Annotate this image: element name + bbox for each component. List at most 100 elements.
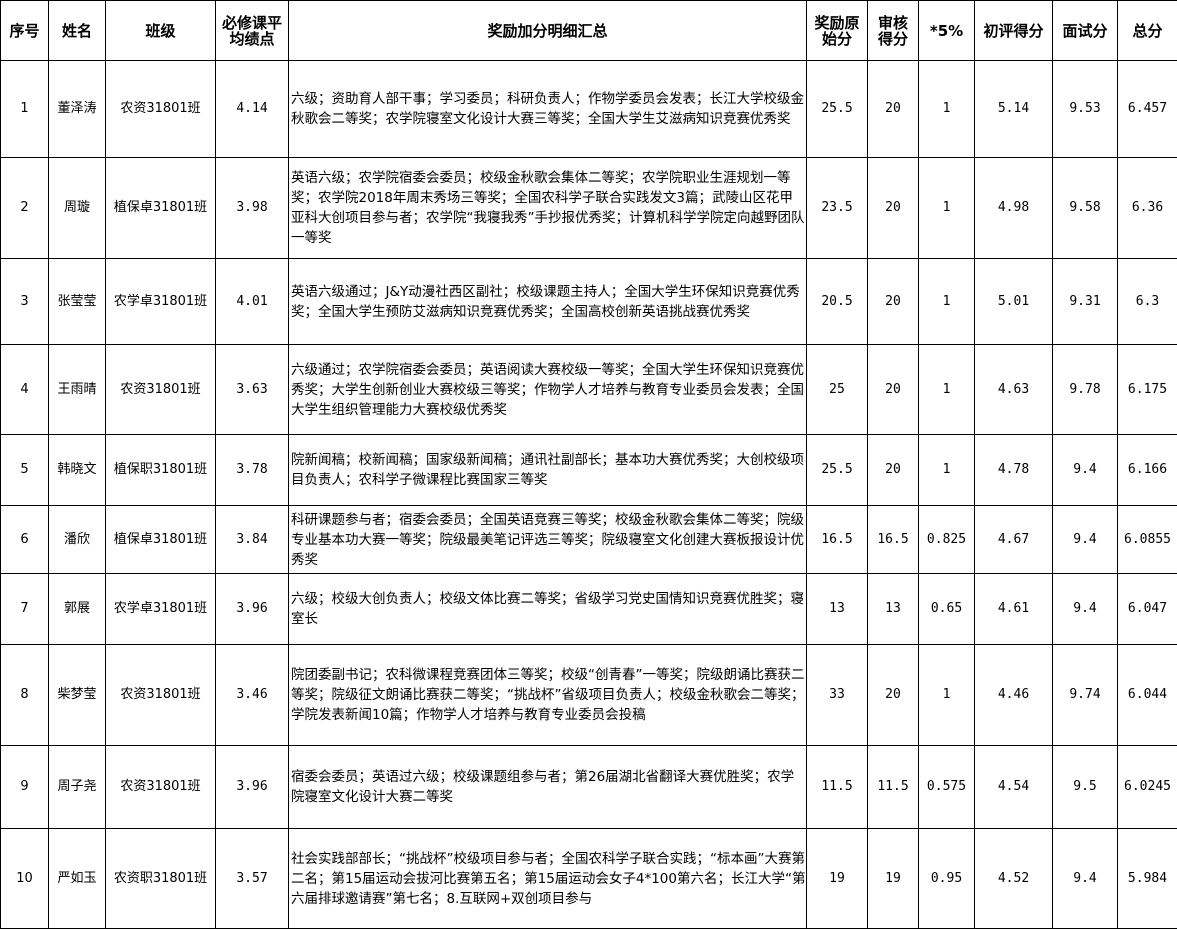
cell-gpa: 3.84 (215, 505, 289, 574)
header-pct: *5% (918, 0, 975, 61)
cell-raw: 25.5 (806, 60, 868, 158)
cell-interview: 9.5 (1052, 745, 1118, 829)
cell-detail: 宿委会委员；英语过六级；校级课题组参与者；第26届湖北省翻译大赛优胜奖；农学院寝… (288, 745, 807, 829)
cell-class: 植保卓31801班 (105, 505, 216, 574)
cell-audit: 20 (867, 157, 919, 259)
cell-name: 张莹莹 (48, 258, 106, 345)
cell-total: 6.166 (1117, 434, 1177, 506)
cell-raw: 25 (806, 344, 868, 435)
table-row: 4 王雨晴 农资31801班 3.63 六级通过；农学院宿委会委员；英语阅读大赛校级一等… (0, 344, 1177, 435)
cell-pct: 0.65 (918, 573, 975, 645)
table-row: 7 郭展 农学卓31801班 3.96 六级；校级大创负责人；校级文体比赛二等奖；省级学… (0, 573, 1177, 645)
table-row: 9 周子尧 农资31801班 3.96 宿委会委员；英语过六级；校级课题组参与者；第26… (0, 745, 1177, 829)
table-row: 6 潘欣 植保卓31801班 3.84 科研课题参与者；宿委会委员；全国英语竞赛三等奖；… (0, 505, 1177, 574)
cell-audit: 20 (867, 344, 919, 435)
cell-raw: 25.5 (806, 434, 868, 506)
cell-no: 2 (0, 157, 49, 259)
cell-detail: 社会实践部部长；“挑战杯”校级项目参与者；全国农科学子联合实践；“标本画”大赛第… (288, 828, 807, 929)
cell-name: 潘欣 (48, 505, 106, 574)
header-audit: 审核得分 (867, 0, 919, 61)
cell-audit: 20 (867, 60, 919, 158)
cell-interview: 9.58 (1052, 157, 1118, 259)
cell-pct: 1 (918, 157, 975, 259)
cell-name: 周子尧 (48, 745, 106, 829)
cell-pct: 1 (918, 258, 975, 345)
cell-raw: 11.5 (806, 745, 868, 829)
cell-pct: 0.575 (918, 745, 975, 829)
table-row: 2 周璇 植保卓31801班 3.98 英语六级；农学院宿委会委员；校级金秋歌会集体二等… (0, 157, 1177, 259)
cell-interview: 9.78 (1052, 344, 1118, 435)
cell-detail: 英语六级；农学院宿委会委员；校级金秋歌会集体二等奖；农学院职业生涯规划一等奖；农… (288, 157, 807, 259)
header-name: 姓名 (48, 0, 106, 61)
header-initial: 初评得分 (974, 0, 1053, 61)
cell-class: 植保职31801班 (105, 434, 216, 506)
cell-audit: 16.5 (867, 505, 919, 574)
table-row: 8 柴梦莹 农资31801班 3.46 院团委副书记；农科微课程竞赛团体三等奖；校级“创… (0, 644, 1177, 746)
cell-interview: 9.31 (1052, 258, 1118, 345)
cell-audit: 19 (867, 828, 919, 929)
cell-interview: 9.4 (1052, 434, 1118, 506)
table-row: 5 韩晓文 植保职31801班 3.78 院新闻稿；校新闻稿；国家级新闻稿；通讯社副部长… (0, 434, 1177, 506)
header-detail: 奖励加分明细汇总 (288, 0, 807, 61)
cell-total: 6.175 (1117, 344, 1177, 435)
cell-name: 王雨晴 (48, 344, 106, 435)
cell-raw: 13 (806, 573, 868, 645)
cell-pct: 0.95 (918, 828, 975, 929)
cell-gpa: 3.98 (215, 157, 289, 259)
header-interview: 面试分 (1052, 0, 1118, 61)
header-class: 班级 (105, 0, 216, 61)
cell-initial: 4.67 (974, 505, 1053, 574)
table-row: 1 董泽涛 农资31801班 4.14 六级；资助育人部干事；学习委员；科研负责人；作物… (0, 60, 1177, 158)
cell-detail: 科研课题参与者；宿委会委员；全国英语竞赛三等奖；校级金秋歌会集体二等奖；院级专业… (288, 505, 807, 574)
cell-initial: 4.63 (974, 344, 1053, 435)
cell-audit: 20 (867, 434, 919, 506)
cell-pct: 1 (918, 344, 975, 435)
cell-no: 5 (0, 434, 49, 506)
cell-name: 周璇 (48, 157, 106, 259)
cell-gpa: 3.46 (215, 644, 289, 746)
cell-total: 6.3 (1117, 258, 1177, 345)
cell-class: 农资职31801班 (105, 828, 216, 929)
header-gpa: 必修课平均绩点 (215, 0, 289, 61)
table-row: 3 张莹莹 农学卓31801班 4.01 英语六级通过；J&Y动漫社西区副社；校级课题主… (0, 258, 1177, 345)
cell-raw: 20.5 (806, 258, 868, 345)
cell-total: 6.457 (1117, 60, 1177, 158)
cell-raw: 23.5 (806, 157, 868, 259)
cell-detail: 六级；校级大创负责人；校级文体比赛二等奖；省级学习党史国情知识竞赛优胜奖；寝室长 (288, 573, 807, 645)
cell-total: 6.047 (1117, 573, 1177, 645)
cell-no: 10 (0, 828, 49, 929)
cell-total: 5.984 (1117, 828, 1177, 929)
cell-interview: 9.4 (1052, 573, 1118, 645)
cell-pct: 1 (918, 434, 975, 506)
cell-no: 4 (0, 344, 49, 435)
cell-audit: 11.5 (867, 745, 919, 829)
cell-initial: 4.78 (974, 434, 1053, 506)
cell-class: 农资31801班 (105, 60, 216, 158)
cell-name: 严如玉 (48, 828, 106, 929)
cell-gpa: 3.96 (215, 745, 289, 829)
cell-detail: 院新闻稿；校新闻稿；国家级新闻稿；通讯社副部长；基本功大赛优秀奖；大创校级项目负… (288, 434, 807, 506)
cell-total: 6.0245 (1117, 745, 1177, 829)
cell-initial: 4.61 (974, 573, 1053, 645)
header-no: 序号 (0, 0, 49, 61)
cell-no: 9 (0, 745, 49, 829)
cell-class: 农资31801班 (105, 745, 216, 829)
cell-gpa: 3.96 (215, 573, 289, 645)
cell-initial: 4.54 (974, 745, 1053, 829)
cell-class: 植保卓31801班 (105, 157, 216, 259)
cell-detail: 六级通过；农学院宿委会委员；英语阅读大赛校级一等奖；全国大学生环保知识竞赛优秀奖… (288, 344, 807, 435)
header-row: 序号 姓名 班级 必修课平均绩点 奖励加分明细汇总 奖励原始分 审核得分 *5%… (0, 0, 1177, 61)
cell-no: 8 (0, 644, 49, 746)
cell-name: 韩晓文 (48, 434, 106, 506)
cell-initial: 4.46 (974, 644, 1053, 746)
header-raw: 奖励原始分 (806, 0, 868, 61)
cell-no: 1 (0, 60, 49, 158)
cell-interview: 9.53 (1052, 60, 1118, 158)
cell-interview: 9.74 (1052, 644, 1118, 746)
cell-class: 农学卓31801班 (105, 573, 216, 645)
cell-detail: 六级；资助育人部干事；学习委员；科研负责人；作物学委员会发表；长江大学校级金秋歌… (288, 60, 807, 158)
cell-class: 农学卓31801班 (105, 258, 216, 345)
cell-detail: 英语六级通过；J&Y动漫社西区副社；校级课题主持人；全国大学生环保知识竞赛优秀奖… (288, 258, 807, 345)
cell-name: 董泽涛 (48, 60, 106, 158)
